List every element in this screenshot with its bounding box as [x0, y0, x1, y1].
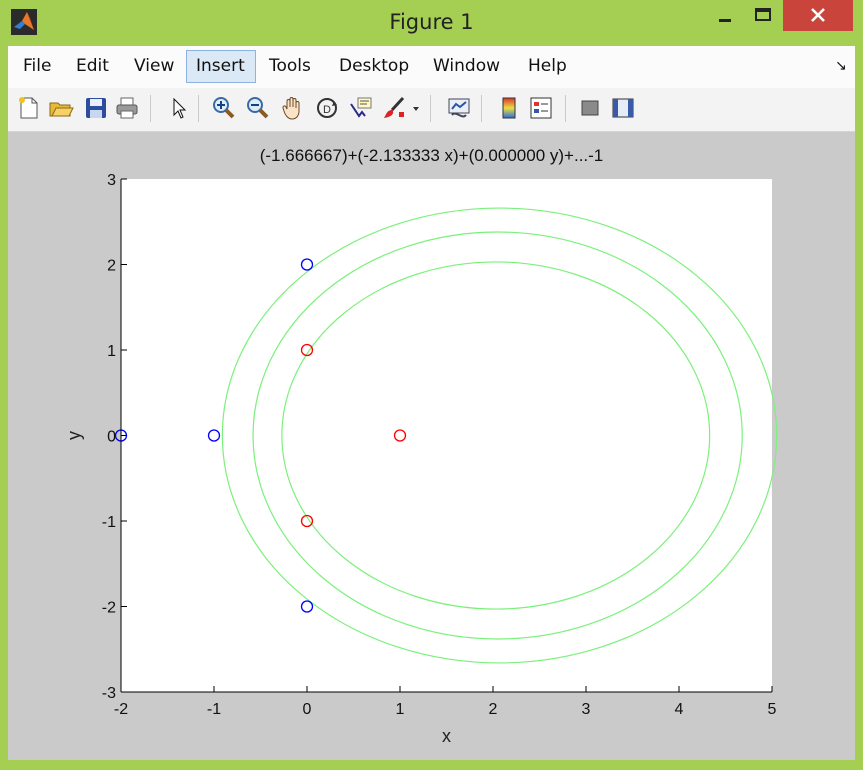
brush-icon[interactable]	[381, 95, 407, 121]
toolbar-separator	[481, 95, 482, 122]
y-tick-label: 3	[107, 172, 116, 189]
x-tick-label: 4	[675, 701, 684, 718]
x-tick-label: -1	[207, 701, 221, 718]
contour-line-2	[252, 231, 743, 640]
svg-text:D: D	[323, 104, 331, 116]
maximize-button[interactable]	[745, 0, 781, 30]
open-file-icon[interactable]	[48, 95, 74, 121]
pointer-icon[interactable]	[166, 95, 192, 121]
x-axis-label: x	[442, 726, 451, 746]
data-point	[393, 429, 407, 442]
legend-icon[interactable]	[528, 95, 554, 121]
zoom-in-icon[interactable]	[211, 95, 237, 121]
x-tick-label: 0	[303, 701, 312, 718]
y-tick-label: -1	[102, 514, 116, 531]
contour-line-3	[281, 261, 711, 610]
figure-toolbar: D	[8, 88, 855, 132]
new-figure-icon[interactable]	[16, 95, 42, 121]
print-icon[interactable]	[114, 95, 140, 121]
y-axis-label: y	[64, 431, 84, 440]
rotate-3d-icon[interactable]: D	[314, 95, 340, 121]
y-tick-labels: -3 -2 -1 0 1 2 3	[102, 172, 116, 702]
menu-desktop[interactable]: Desktop	[339, 56, 410, 76]
y-tick-label: 2	[107, 258, 116, 275]
show-plot-tools-icon[interactable]	[610, 95, 636, 121]
contour-line-1	[221, 207, 778, 664]
chart-title: (-1.666667)+(-2.133333 x)+(0.000000 y)+.…	[259, 146, 604, 165]
hide-plot-tools-icon[interactable]	[577, 95, 603, 121]
menu-view[interactable]: View	[134, 56, 175, 76]
data-point	[207, 429, 221, 442]
save-icon[interactable]	[83, 95, 109, 121]
zoom-out-icon[interactable]	[245, 95, 271, 121]
chevron-down-icon[interactable]	[411, 95, 421, 121]
menu-bar: File Edit View Insert Tools Desktop Wind…	[8, 46, 855, 89]
close-button[interactable]	[783, 0, 853, 31]
y-tick-label: -3	[102, 685, 116, 702]
axis-lines	[120, 178, 773, 693]
x-tick-label: 1	[396, 701, 405, 718]
menu-insert[interactable]: Insert	[186, 50, 256, 83]
toolbar-separator	[198, 95, 199, 122]
minimize-button[interactable]	[708, 0, 742, 30]
data-cursor-icon[interactable]	[348, 95, 374, 121]
menu-edit[interactable]: Edit	[76, 56, 109, 76]
y-tick-label: -2	[102, 600, 116, 617]
pan-hand-icon[interactable]	[280, 95, 306, 121]
data-point	[300, 600, 314, 613]
plot-area[interactable]	[121, 179, 772, 692]
dock-arrow-icon[interactable]: ↘	[835, 58, 847, 74]
menu-file[interactable]: File	[23, 56, 52, 76]
matlab-logo-icon	[11, 9, 37, 35]
x-tick-label: 3	[582, 701, 591, 718]
window-title: Figure 1	[389, 10, 474, 34]
toolbar-separator	[150, 95, 151, 122]
x-tick-labels: -2 -1 0 1 2 3 4 5	[114, 701, 777, 718]
toolbar-separator	[430, 95, 431, 122]
x-tick-label: 2	[489, 701, 498, 718]
contour-lines	[221, 207, 778, 664]
data-points	[114, 258, 407, 613]
colorbar-icon[interactable]	[496, 95, 522, 121]
title-bar[interactable]: Figure 1	[0, 0, 863, 46]
link-plot-icon[interactable]	[446, 95, 472, 121]
menu-help[interactable]: Help	[528, 56, 567, 76]
x-tick-label: -2	[114, 701, 128, 718]
y-tick-label: 1	[107, 343, 116, 360]
data-point	[300, 258, 314, 271]
y-tick-label: 0	[107, 429, 116, 446]
toolbar-separator	[565, 95, 566, 122]
menu-tools[interactable]: Tools	[269, 56, 311, 76]
x-tick-label: 5	[768, 701, 777, 718]
data-point	[300, 514, 314, 528]
data-point	[300, 343, 314, 357]
menu-window[interactable]: Window	[433, 56, 501, 76]
